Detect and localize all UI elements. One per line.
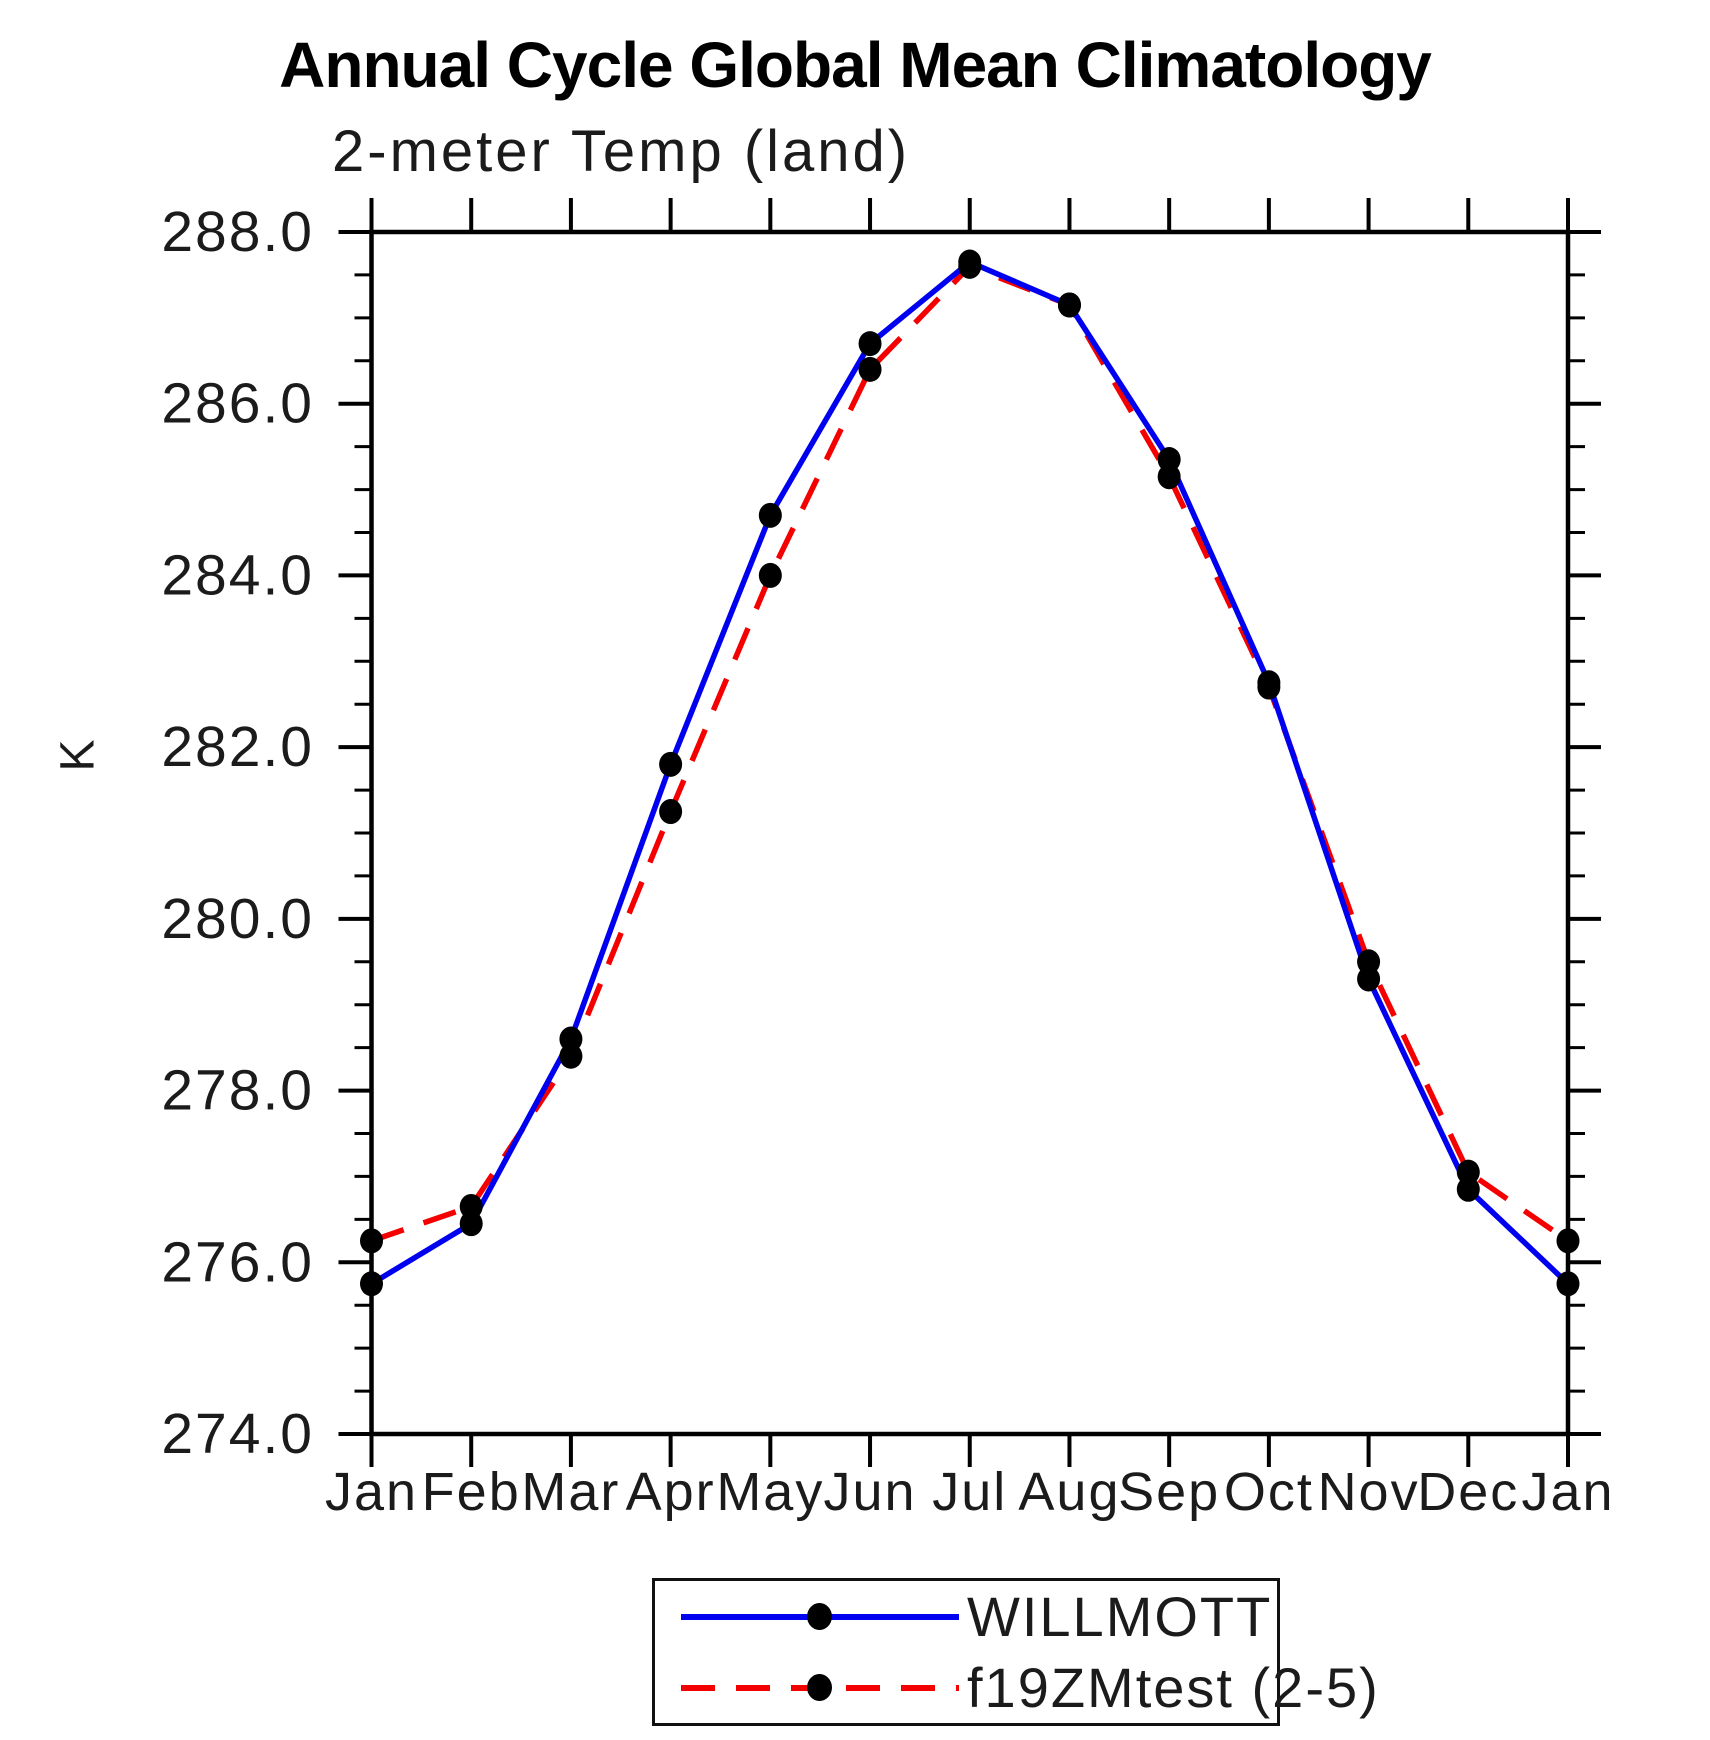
- data-point-WILLMOTT: [360, 1271, 383, 1297]
- legend-label-f19zmtest: f19ZMtest (2-5): [967, 1656, 1380, 1719]
- y-axis-unit-label: K: [51, 739, 105, 772]
- data-point-WILLMOTT: [958, 249, 982, 275]
- y-tick-labels: 274.0 276.0 278.0 280.0 282.0 284.0 286.0 288.0: [161, 200, 314, 1466]
- y-tick-label: 276.0: [161, 1230, 314, 1294]
- y-tick-label: 280.0: [161, 887, 314, 951]
- data-point-f19ZMtest (2-5): [559, 1043, 583, 1069]
- y-tick-label: 278.0: [161, 1059, 314, 1123]
- legend-label-willmott: WILLMOTT: [967, 1585, 1273, 1648]
- legend: WILLMOTT f19ZMtest (2-5): [652, 1578, 1378, 1726]
- data-point-WILLMOTT: [1057, 292, 1081, 318]
- chart-subtitle: 2-meter Temp (land): [332, 119, 911, 184]
- plot-frame: [369, 229, 1571, 1437]
- data-point-f19ZMtest (2-5): [1157, 464, 1181, 490]
- month-label: Feb: [422, 1462, 521, 1522]
- legend-line-sample-willmott: [681, 1602, 959, 1630]
- legend-row-f19zmtest: f19ZMtest (2-5): [655, 1652, 1378, 1723]
- data-point-WILLMOTT: [858, 331, 882, 357]
- month-label: Jan: [325, 1462, 418, 1522]
- data-point-WILLMOTT: [1456, 1176, 1480, 1202]
- x-axis-ticks: [369, 198, 1570, 1467]
- series-line-f19ZMtest (2-5): [370, 263, 1570, 1244]
- month-label: Dec: [1417, 1462, 1519, 1522]
- month-label: Oct: [1224, 1462, 1314, 1522]
- legend-row-willmott: WILLMOTT: [655, 1581, 1277, 1652]
- data-point-WILLMOTT: [1357, 966, 1381, 992]
- data-point-WILLMOTT: [659, 751, 683, 777]
- data-point-f19ZMtest (2-5): [360, 1228, 383, 1254]
- month-label: Jun: [824, 1462, 917, 1522]
- data-point-f19ZMtest (2-5): [1556, 1228, 1580, 1254]
- y-tick-label: 274.0: [161, 1402, 314, 1466]
- month-label: Aug: [1018, 1462, 1120, 1522]
- y-tick-label: 282.0: [161, 715, 314, 779]
- data-point-f19ZMtest (2-5): [659, 799, 683, 825]
- data-point-WILLMOTT: [1556, 1271, 1580, 1297]
- month-label: Sep: [1118, 1462, 1220, 1522]
- data-point-f19ZMtest (2-5): [1456, 1159, 1480, 1185]
- month-label: Jul: [932, 1462, 1007, 1522]
- legend-marker-dot-icon: [807, 1673, 832, 1701]
- month-label: Nov: [1318, 1462, 1420, 1522]
- legend-line-sample-f19zmtest: [681, 1673, 959, 1701]
- data-point-WILLMOTT: [459, 1211, 483, 1237]
- month-label: Mar: [521, 1462, 620, 1522]
- data-point-WILLMOTT: [1257, 670, 1281, 696]
- month-label: Jan: [1521, 1462, 1614, 1522]
- y-axis-ticks: [338, 230, 1601, 1436]
- data-point-WILLMOTT: [559, 1026, 583, 1052]
- data-point-f19ZMtest (2-5): [858, 356, 882, 382]
- chart-title: Annual Cycle Global Mean Climatology: [279, 29, 1432, 101]
- series-line-WILLMOTT: [370, 258, 1570, 1287]
- y-tick-label: 288.0: [161, 200, 314, 264]
- data-point-WILLMOTT: [1157, 447, 1181, 473]
- y-tick-label: 286.0: [161, 372, 314, 436]
- month-label: May: [716, 1462, 824, 1522]
- data-point-WILLMOTT: [758, 502, 782, 528]
- month-label: Apr: [626, 1462, 716, 1522]
- data-point-f19ZMtest (2-5): [459, 1193, 483, 1219]
- legend-marker-dot-icon: [807, 1602, 832, 1630]
- y-tick-label: 284.0: [161, 543, 314, 607]
- data-point-f19ZMtest (2-5): [1357, 949, 1381, 975]
- data-point-f19ZMtest (2-5): [758, 562, 782, 588]
